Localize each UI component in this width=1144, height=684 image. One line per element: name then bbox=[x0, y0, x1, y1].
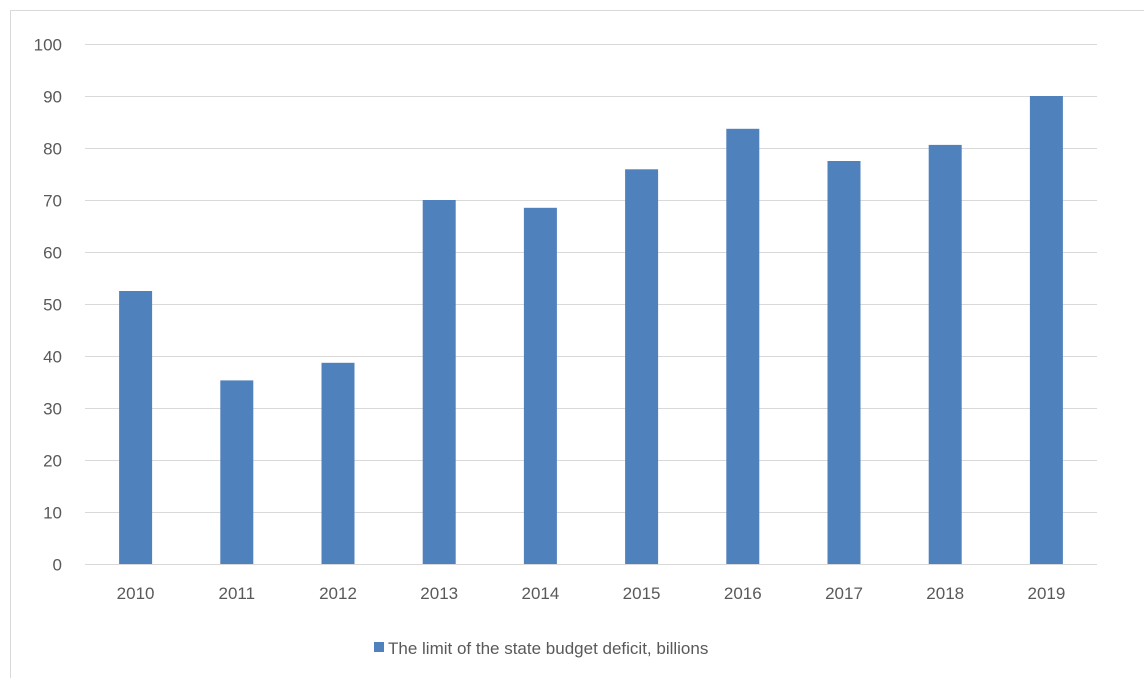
legend: The limit of the state budget deficit, b… bbox=[374, 639, 708, 658]
x-tick-label: 2011 bbox=[219, 584, 256, 603]
y-tick-label: 0 bbox=[53, 556, 62, 575]
bar-2017 bbox=[827, 161, 861, 564]
gridlines bbox=[85, 44, 1097, 565]
y-tick-label: 10 bbox=[43, 504, 62, 523]
bar-2015 bbox=[625, 169, 659, 565]
bar-2010 bbox=[119, 291, 153, 564]
y-tick-label: 100 bbox=[34, 36, 62, 55]
x-tick-label: 2010 bbox=[117, 584, 155, 603]
y-tick-label: 90 bbox=[43, 88, 62, 107]
legend-swatch bbox=[374, 642, 384, 652]
y-tick-label: 40 bbox=[43, 348, 62, 367]
bars bbox=[119, 96, 1063, 565]
bar-2013 bbox=[422, 200, 456, 564]
legend-label: The limit of the state budget deficit, b… bbox=[388, 639, 708, 658]
y-axis-tick-labels: 0 10 20 30 40 50 60 70 80 90 100 bbox=[34, 36, 62, 575]
bar-2014 bbox=[523, 207, 557, 565]
x-tick-label: 2018 bbox=[926, 584, 964, 603]
bar-2011 bbox=[220, 380, 254, 564]
y-tick-label: 60 bbox=[43, 244, 62, 263]
chart-frame: 0 10 20 30 40 50 60 70 80 90 100 2010 2011 2012 2013 2… bbox=[10, 10, 1144, 678]
bar-2016 bbox=[726, 128, 760, 565]
x-tick-label: 2019 bbox=[1027, 584, 1065, 603]
x-axis-tick-labels: 2010 2011 2012 2013 2014 2015 2016 2017 2018 2019 bbox=[117, 584, 1066, 603]
x-tick-label: 2016 bbox=[724, 584, 762, 603]
y-tick-label: 80 bbox=[43, 140, 62, 159]
x-tick-label: 2012 bbox=[319, 584, 357, 603]
x-tick-label: 2013 bbox=[420, 584, 458, 603]
bar-2012 bbox=[321, 362, 355, 564]
x-tick-label: 2014 bbox=[521, 584, 559, 603]
bar-2019 bbox=[1029, 96, 1063, 564]
bar-2018 bbox=[928, 144, 962, 564]
y-tick-label: 70 bbox=[43, 192, 62, 211]
y-tick-label: 30 bbox=[43, 400, 62, 419]
x-tick-label: 2015 bbox=[623, 584, 661, 603]
y-tick-label: 50 bbox=[43, 296, 62, 315]
x-tick-label: 2017 bbox=[825, 584, 863, 603]
y-tick-label: 20 bbox=[43, 452, 62, 471]
